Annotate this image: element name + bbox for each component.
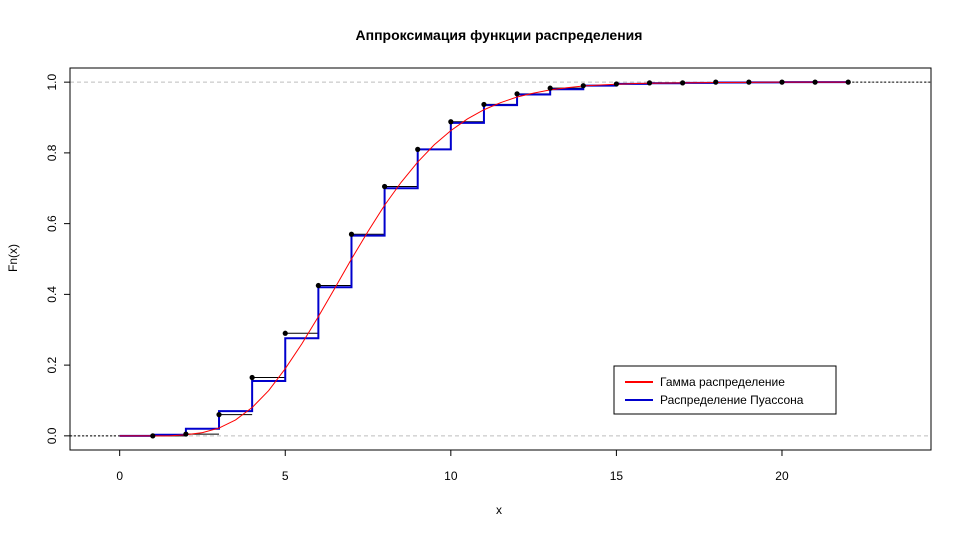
y-tick-label-4: 0.8 — [45, 144, 59, 161]
x-tick-label-5: 5 — [282, 469, 289, 483]
x-axis-label: x — [496, 503, 502, 517]
x-tick-label-20: 20 — [775, 469, 789, 483]
y-tick-label-1: 0.2 — [45, 356, 59, 373]
ecdf-point-19 — [779, 79, 785, 85]
ecdf-point-7 — [381, 183, 388, 190]
y-tick-label-5: 1.0 — [45, 73, 59, 90]
y-tick-label-3: 0.6 — [45, 215, 59, 232]
legend-label-poisson: Распределение Пуассона — [660, 393, 804, 407]
y-axis-label: Fn(x) — [6, 244, 20, 272]
ecdf-point-5 — [315, 282, 321, 289]
legend-box — [613, 365, 837, 415]
ecdf-point-3 — [249, 374, 255, 381]
ecdf-point-12 — [547, 85, 553, 91]
ecdf-point-20 — [812, 79, 818, 85]
gamma-curve — [119, 81, 849, 437]
chart-title: Аппроксимация функции распределения — [356, 27, 643, 43]
ecdf-point-6 — [348, 231, 355, 237]
ecdf-point-17 — [713, 79, 719, 85]
y-tick-label-2: 0.4 — [45, 286, 59, 303]
x-tick-label-10: 10 — [444, 469, 458, 483]
ecdf-point-13 — [580, 83, 586, 89]
ecdf-point-16 — [680, 80, 686, 86]
ecdf-point-15 — [646, 80, 653, 86]
ecdf-point-1 — [183, 431, 189, 437]
ecdf-point-14 — [613, 81, 620, 87]
y-tick-label-0: 0.0 — [45, 427, 59, 444]
ecdf-point-21 — [845, 79, 851, 85]
ecdf-point-4 — [282, 330, 288, 336]
x-tick-label-0: 0 — [116, 469, 123, 483]
ecdf-point-18 — [746, 79, 752, 85]
plot-frame — [69, 67, 932, 451]
ecdf-point-8 — [415, 146, 421, 152]
ecdf-point-2 — [216, 412, 222, 418]
plot-area: 0 5 10 15 20 0.0 0.2 0.4 0.6 0.8 1.0 — [45, 67, 932, 483]
ecdf-point-9 — [448, 119, 454, 125]
ecdf-point-0 — [150, 433, 156, 439]
x-tick-label-15: 15 — [610, 469, 624, 483]
ecdf-point-11 — [514, 91, 520, 97]
legend-label-gamma: Гамма распределение — [660, 375, 785, 389]
ecdf-point-10 — [481, 101, 487, 108]
legend: Гамма распределение Распределение Пуассо… — [613, 365, 837, 415]
